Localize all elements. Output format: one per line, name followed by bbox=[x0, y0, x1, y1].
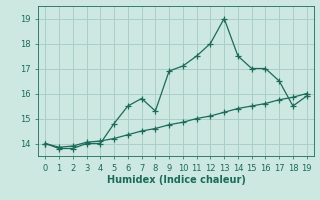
X-axis label: Humidex (Indice chaleur): Humidex (Indice chaleur) bbox=[107, 175, 245, 185]
